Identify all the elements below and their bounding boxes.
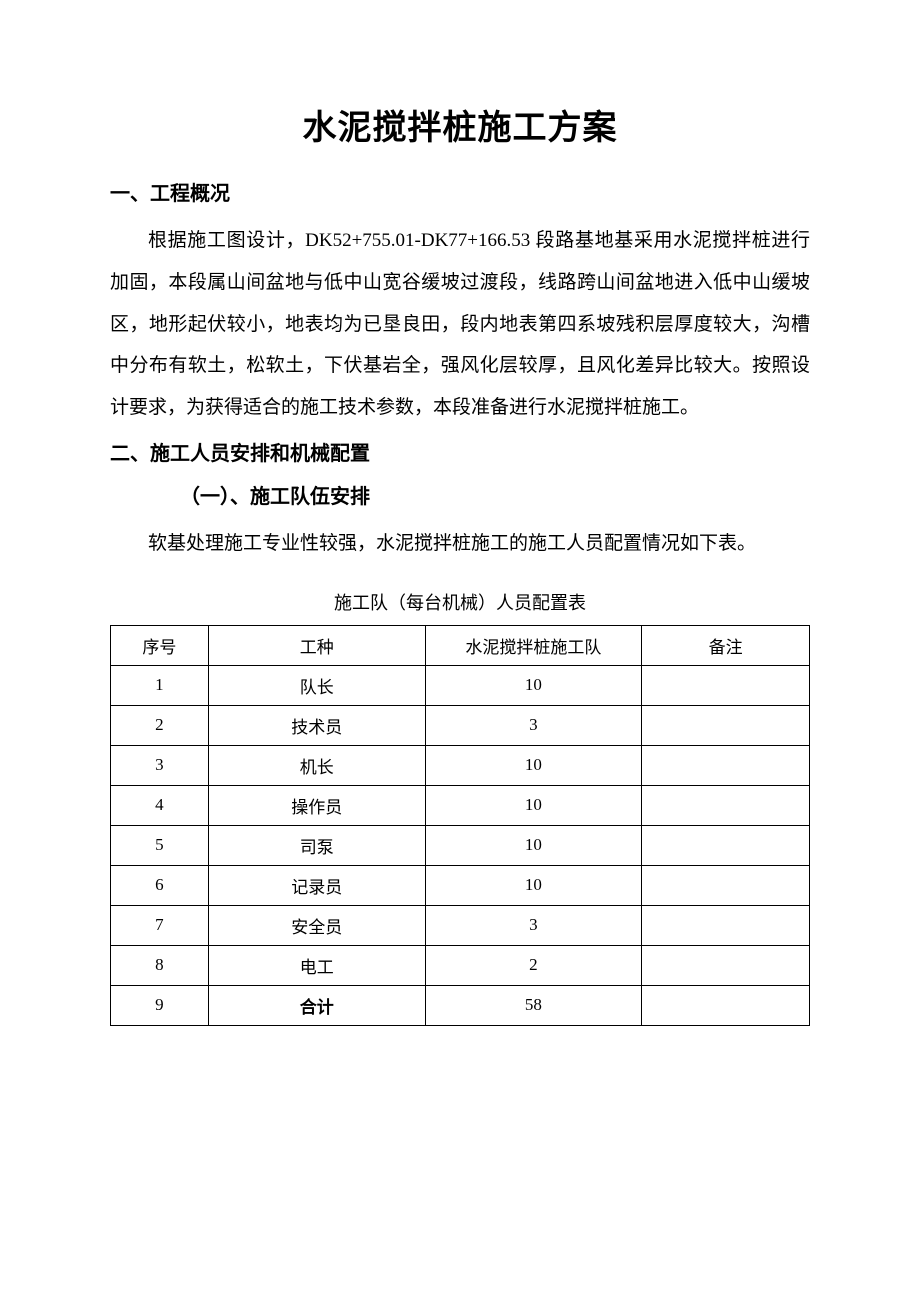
table-row: 2技术员3 xyxy=(111,705,810,745)
table-cell xyxy=(642,905,810,945)
table-row: 9合计58 xyxy=(111,985,810,1025)
table-row: 1队长10 xyxy=(111,665,810,705)
table-row: 7安全员3 xyxy=(111,905,810,945)
doc-title: 水泥搅拌桩施工方案 xyxy=(110,100,810,149)
table-cell: 司泵 xyxy=(208,825,425,865)
table-cell: 7 xyxy=(111,905,209,945)
section-2-heading: 二、施工人员安排和机械配置 xyxy=(110,437,810,466)
table-header-row: 序号 工种 水泥搅拌桩施工队 备注 xyxy=(111,625,810,665)
table-cell: 3 xyxy=(425,705,642,745)
section-1-paragraph: 根据施工图设计，DK52+755.01-DK77+166.53 段路基地基采用水… xyxy=(110,220,810,429)
table-cell: 3 xyxy=(111,745,209,785)
table-cell: 6 xyxy=(111,865,209,905)
table-row: 8电工2 xyxy=(111,945,810,985)
table-row: 4操作员10 xyxy=(111,785,810,825)
section-2-paragraph: 软基处理施工专业性较强，水泥搅拌桩施工的施工人员配置情况如下表。 xyxy=(110,523,810,565)
section-2-subheading-1: （一）、施工队伍安排 xyxy=(180,480,810,509)
table-row: 3机长10 xyxy=(111,745,810,785)
table-cell: 1 xyxy=(111,665,209,705)
table-header-cell: 水泥搅拌桩施工队 xyxy=(425,625,642,665)
table-cell xyxy=(642,865,810,905)
table-caption: 施工队（每台机械）人员配置表 xyxy=(110,589,810,615)
table-row: 6记录员10 xyxy=(111,865,810,905)
table-cell: 58 xyxy=(425,985,642,1025)
table-cell: 队长 xyxy=(208,665,425,705)
table-cell: 10 xyxy=(425,825,642,865)
table-cell: 安全员 xyxy=(208,905,425,945)
table-cell: 机长 xyxy=(208,745,425,785)
table-cell: 操作员 xyxy=(208,785,425,825)
section-1-heading: 一、工程概况 xyxy=(110,177,810,206)
table-cell xyxy=(642,705,810,745)
table-cell: 10 xyxy=(425,865,642,905)
table-cell: 10 xyxy=(425,745,642,785)
table-cell: 3 xyxy=(425,905,642,945)
table-body: 1队长102技术员33机长104操作员105司泵106记录员107安全员38电工… xyxy=(111,665,810,1025)
table-cell: 4 xyxy=(111,785,209,825)
table-cell: 合计 xyxy=(208,985,425,1025)
table-cell: 8 xyxy=(111,945,209,985)
table-cell: 记录员 xyxy=(208,865,425,905)
table-header-cell: 序号 xyxy=(111,625,209,665)
table-cell xyxy=(642,665,810,705)
table-cell: 2 xyxy=(111,705,209,745)
table-cell: 技术员 xyxy=(208,705,425,745)
table-cell xyxy=(642,745,810,785)
table-cell xyxy=(642,785,810,825)
table-cell xyxy=(642,985,810,1025)
table-cell: 9 xyxy=(111,985,209,1025)
personnel-table: 序号 工种 水泥搅拌桩施工队 备注 1队长102技术员33机长104操作员105… xyxy=(110,625,810,1026)
table-row: 5司泵10 xyxy=(111,825,810,865)
table-cell: 5 xyxy=(111,825,209,865)
table-cell: 电工 xyxy=(208,945,425,985)
table-header-cell: 工种 xyxy=(208,625,425,665)
table-header-cell: 备注 xyxy=(642,625,810,665)
table-cell: 10 xyxy=(425,665,642,705)
table-cell: 10 xyxy=(425,785,642,825)
table-cell xyxy=(642,825,810,865)
table-cell: 2 xyxy=(425,945,642,985)
table-cell xyxy=(642,945,810,985)
